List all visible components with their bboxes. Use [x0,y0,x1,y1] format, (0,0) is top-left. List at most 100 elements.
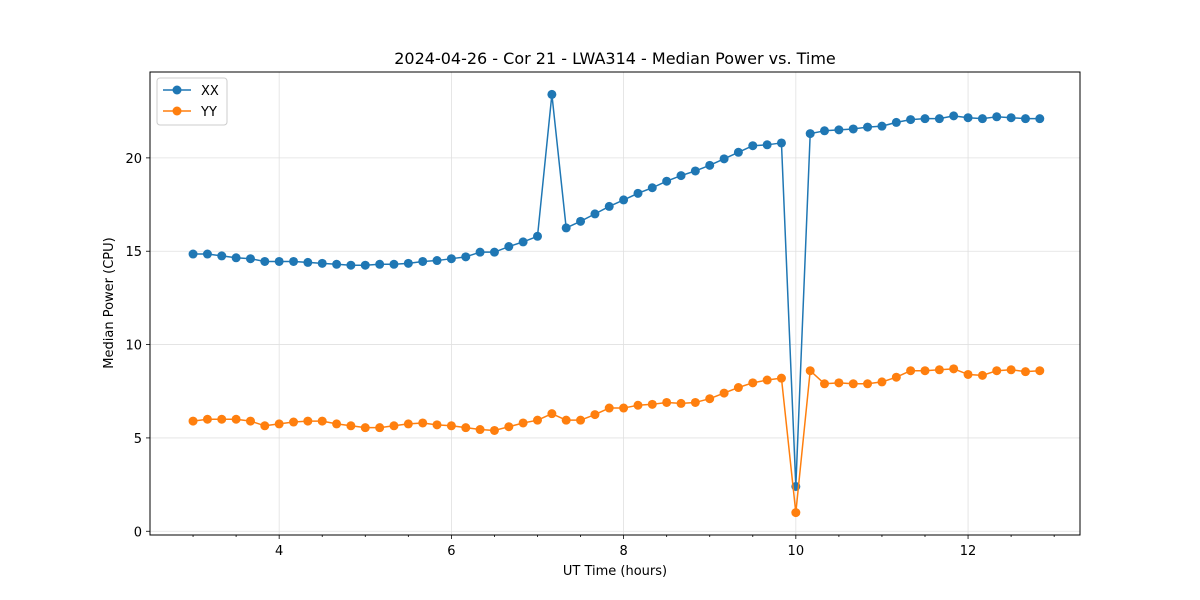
series-yy-point [418,418,428,428]
series-xx-point [963,113,973,123]
series-xx-point [834,125,844,135]
series-xx-point [848,124,858,134]
series-xx-point [360,260,370,270]
series-yy-point [1020,367,1030,377]
series-yy-point [533,415,542,425]
series-yy-point [719,388,729,398]
series-yy-point [820,379,830,389]
series-xx-point [231,253,241,263]
series-yy-point [992,366,1002,376]
series-xx-point [906,115,916,125]
series-yy-point [1006,365,1016,375]
series-xx-point [1006,113,1016,123]
series-xx-point [949,111,959,121]
series-xx-point [705,160,715,170]
legend-yy-marker [172,106,182,116]
series-xx-point [245,254,255,264]
series-yy-point [231,414,241,424]
series-xx-point [576,216,586,226]
series-yy-point [217,414,227,424]
series-yy-point [461,423,471,433]
series-yy-point [274,419,284,429]
x-tick-label: 4 [275,544,283,559]
series-xx-point [690,166,700,176]
series-yy-point [432,420,442,430]
series-yy-point [188,416,198,426]
series-yy-point [733,383,743,393]
series-xx-point [863,122,873,132]
y-tick-label: 15 [125,245,142,260]
series-yy-point [1035,366,1045,376]
series-xx-point [920,114,930,124]
plot-area-frame [149,71,1081,536]
series-xx-point [891,117,901,127]
series-yy-point [590,410,600,420]
y-tick-label: 10 [125,339,142,354]
series-xx-point [977,114,987,124]
series-xx-point [303,257,313,267]
series-xx-point [877,121,887,131]
series-yy-point [332,419,342,429]
series-xx-point [389,259,399,269]
series-yy-point [877,377,887,387]
series-yy-point [834,378,844,388]
series-yy-point [977,370,987,380]
series-xx-point [346,260,356,270]
series-xx-point [289,256,299,266]
series-yy-point [375,423,385,433]
series-yy-point [949,364,959,374]
series-xx-point [633,188,643,198]
series-yy-point [676,398,686,408]
x-axis-label: UT Time (hours) [563,564,667,579]
series-yy-point [245,416,255,426]
axes: 4 6 8 10 12 0 5 10 15 20 [125,152,1055,559]
series-yy-point [891,372,901,382]
series-xx-point [202,249,212,259]
series-xx-point [762,140,772,150]
series-xx-point [604,201,614,211]
y-tick-label: 0 [134,525,142,540]
series-xx-point [561,223,571,233]
series-yy-point [389,421,399,431]
series-yy-point [647,399,657,409]
y-tick-label: 5 [134,432,142,447]
series-yy-point [906,366,916,376]
legend-yy-label: YY [200,105,217,120]
series-xx-point [403,258,413,268]
x-tick-label: 10 [788,544,805,559]
data-series [188,89,1045,518]
series-xx-point [934,114,944,124]
series-xx-point [317,258,327,268]
y-axis-label: Median Power (CPU) [102,237,117,368]
series-yy-point [576,415,586,425]
series-yy [188,364,1045,518]
series-xx-point [504,242,514,252]
series-yy-point [504,422,514,432]
series-xx-point [662,176,672,186]
y-tick-label: 20 [125,152,142,167]
series-xx-point [647,183,657,193]
series-xx-point [461,252,471,262]
series-yy-point [403,419,413,429]
series-xx-point [676,171,686,181]
series-xx-point [619,195,629,205]
series-yy-point [920,366,930,376]
series-yy-point [633,400,643,410]
x-tick-label: 8 [619,544,627,559]
series-xx-point [590,209,600,219]
series-yy-point [848,379,858,389]
series-xx-point [992,112,1002,122]
series-xx-point [489,247,499,257]
series-xx-point [432,256,442,266]
series-xx-point [260,256,270,266]
series-yy-point [604,403,614,413]
series-xx-point [547,89,557,99]
series-yy-point [561,415,571,425]
grid-lines [150,72,1080,535]
series-yy-point [934,365,944,375]
series-xx [188,89,1045,491]
series-yy-point [705,394,715,404]
series-yy-point [289,417,299,427]
series-yy-point [518,418,528,428]
